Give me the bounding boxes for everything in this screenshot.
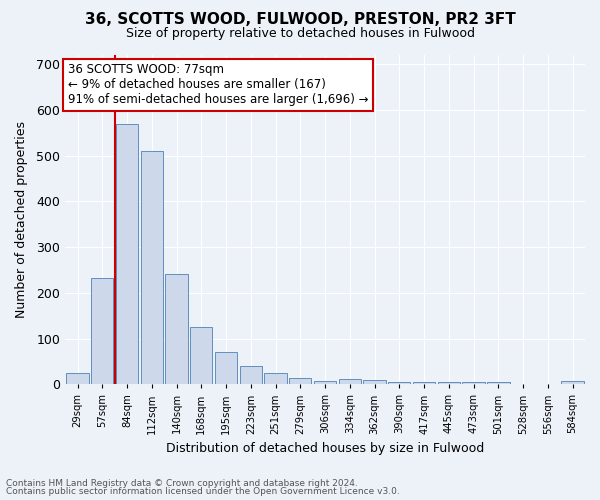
Bar [166, 274, 188, 384]
Bar [67, 373, 89, 384]
Bar [91, 278, 113, 384]
Text: 36 SCOTTS WOOD: 77sqm
← 9% of detached houses are smaller (167)
91% of semi-deta: 36 SCOTTS WOOD: 77sqm ← 9% of detached h… [68, 63, 368, 106]
Bar [190, 327, 212, 384]
Bar [364, 380, 386, 384]
Bar [388, 382, 410, 384]
Bar [487, 382, 509, 384]
X-axis label: Distribution of detached houses by size in Fulwood: Distribution of detached houses by size … [166, 442, 484, 455]
Text: Contains public sector information licensed under the Open Government Licence v3: Contains public sector information licen… [6, 487, 400, 496]
Bar [562, 381, 584, 384]
Text: 36, SCOTTS WOOD, FULWOOD, PRESTON, PR2 3FT: 36, SCOTTS WOOD, FULWOOD, PRESTON, PR2 3… [85, 12, 515, 28]
Bar [463, 382, 485, 384]
Bar [240, 366, 262, 384]
Text: Size of property relative to detached houses in Fulwood: Size of property relative to detached ho… [125, 28, 475, 40]
Bar [265, 373, 287, 384]
Bar [413, 382, 435, 384]
Text: Contains HM Land Registry data © Crown copyright and database right 2024.: Contains HM Land Registry data © Crown c… [6, 478, 358, 488]
Bar [116, 124, 138, 384]
Bar [438, 382, 460, 384]
Y-axis label: Number of detached properties: Number of detached properties [15, 121, 28, 318]
Bar [215, 352, 237, 384]
Bar [339, 379, 361, 384]
Bar [289, 378, 311, 384]
Bar [140, 151, 163, 384]
Bar [314, 380, 336, 384]
